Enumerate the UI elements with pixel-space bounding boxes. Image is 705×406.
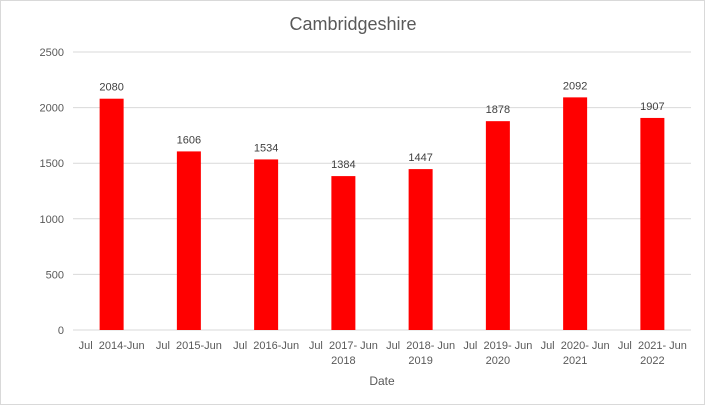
data-label: 2080 xyxy=(99,82,123,94)
y-axis-tick-labels: 0 500 1000 1500 2000 2500 xyxy=(40,47,64,337)
y-tick-label: 2500 xyxy=(40,47,64,59)
bar xyxy=(563,97,588,330)
data-label: 1878 xyxy=(486,104,510,116)
x-tick-label: Jul 2015-Jun xyxy=(156,340,222,352)
bar xyxy=(640,117,665,331)
bar xyxy=(99,98,124,330)
x-tick-label: Jul 2020- Jun xyxy=(541,340,610,352)
data-labels: 2080 1606 1534 1384 1447 1878 2092 1907 xyxy=(99,80,664,171)
data-label: 1447 xyxy=(408,152,432,164)
x-axis-title: Date xyxy=(369,374,395,388)
bar xyxy=(254,159,279,330)
gridlines xyxy=(73,51,691,331)
x-tick-label: 2020 xyxy=(486,355,510,367)
bar xyxy=(408,169,433,330)
y-tick-label: 500 xyxy=(46,269,64,281)
data-label: 1384 xyxy=(331,159,355,171)
x-tick-label: Jul 2019- Jun xyxy=(463,340,532,352)
y-tick-label: 0 xyxy=(58,325,64,337)
x-tick-label: Jul 2014-Jun xyxy=(79,340,145,352)
x-tick-label: 2021 xyxy=(563,355,587,367)
y-tick-label: 2000 xyxy=(40,103,64,115)
data-label: 1907 xyxy=(640,101,664,113)
x-tick-label: Jul 2021- Jun xyxy=(618,340,687,352)
x-tick-label: 2018 xyxy=(331,355,355,367)
bars xyxy=(99,97,665,331)
bar xyxy=(485,121,510,330)
x-tick-label: Jul 2018- Jun xyxy=(386,340,455,352)
x-tick-label: Jul 2016-Jun xyxy=(233,340,299,352)
data-label: 1606 xyxy=(177,134,201,146)
bar xyxy=(331,176,356,330)
chart-title: Cambridgeshire xyxy=(289,14,416,34)
bar xyxy=(176,151,201,330)
x-tick-label: 2022 xyxy=(640,355,664,367)
y-tick-label: 1000 xyxy=(40,214,64,226)
x-tick-label: Jul 2017- Jun xyxy=(309,340,378,352)
data-label: 1534 xyxy=(254,142,278,154)
y-tick-label: 1500 xyxy=(40,158,64,170)
x-tick-label: 2019 xyxy=(408,355,432,367)
data-label: 2092 xyxy=(563,80,587,92)
x-axis-tick-labels: Jul 2014-Jun Jul 2015-Jun Jul 2016-Jun Jul … xyxy=(79,340,687,367)
